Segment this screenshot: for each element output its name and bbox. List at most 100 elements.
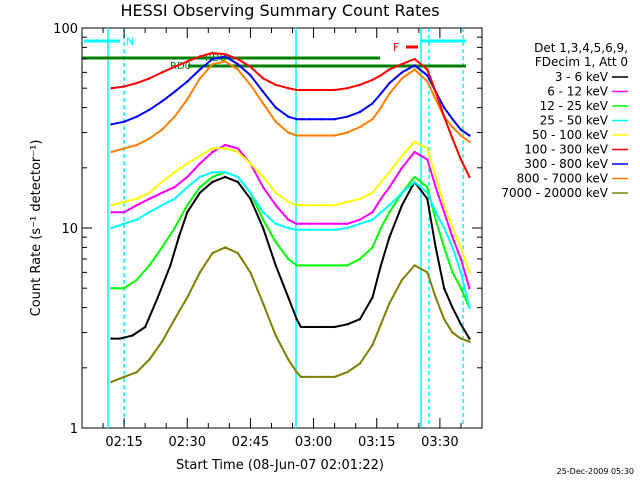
data-point — [249, 74, 252, 77]
data-point — [413, 150, 416, 154]
data-point — [198, 175, 202, 179]
data-point — [451, 236, 454, 239]
data-point — [379, 264, 383, 267]
flag-label: F — [393, 41, 399, 54]
data-point — [295, 228, 298, 231]
data-point — [295, 134, 298, 137]
data-point — [358, 362, 362, 365]
data-point — [110, 226, 113, 230]
data-point — [400, 154, 404, 157]
data-point — [160, 191, 164, 194]
data-point — [122, 200, 126, 204]
data-point — [295, 264, 298, 267]
data-point — [468, 134, 471, 137]
x-tick-label: 02:15 — [105, 435, 142, 450]
y-tick-label: 1 — [70, 422, 78, 437]
data-point — [148, 211, 151, 214]
data-point — [434, 175, 437, 179]
data-point — [358, 125, 362, 129]
data-point — [308, 204, 311, 207]
x-axis-label: Start Time (08-Jun-07 02:01:22) — [176, 458, 384, 473]
data-point — [236, 62, 239, 66]
legend: Det 1,3,4,5,6,9, FDecim 1, Att 0 3 - 6 k… — [501, 41, 628, 200]
data-point — [224, 60, 227, 63]
data-point — [333, 375, 336, 379]
data-point — [400, 191, 404, 194]
data-point — [287, 131, 290, 134]
data-point — [173, 90, 176, 94]
data-point — [346, 200, 349, 204]
data-point — [358, 222, 362, 225]
flag-label: N — [126, 35, 134, 48]
data-point — [160, 340, 164, 343]
data-point — [388, 171, 391, 174]
data-point — [426, 197, 429, 200]
data-point — [358, 83, 362, 87]
legend-entry-label: 7000 - 20000 keV — [501, 186, 608, 200]
data-point — [211, 147, 214, 150]
data-point — [295, 371, 298, 374]
data-point — [434, 218, 437, 221]
data-point — [371, 296, 374, 299]
data-point — [468, 340, 471, 343]
legend-header-line-1: Det 1,3,4,5,6,9, — [534, 41, 628, 55]
data-point — [186, 186, 189, 189]
data-point — [308, 325, 311, 329]
data-point — [320, 375, 324, 379]
data-point — [160, 71, 164, 74]
data-point — [148, 191, 151, 194]
data-point — [320, 88, 324, 92]
data-point — [299, 228, 303, 231]
data-point — [236, 150, 239, 154]
data-point — [110, 380, 113, 384]
data-point — [358, 110, 362, 114]
data-point — [468, 175, 471, 179]
data-point — [413, 57, 416, 61]
data-point — [144, 325, 147, 329]
data-point — [308, 222, 311, 225]
data-point — [400, 71, 404, 74]
data-point — [122, 287, 126, 290]
data-point — [426, 74, 429, 77]
data-point — [434, 186, 437, 189]
data-point — [295, 222, 298, 225]
data-point — [261, 77, 265, 80]
data-point — [333, 134, 336, 137]
data-point — [320, 325, 324, 329]
data-point — [379, 211, 383, 214]
data-point — [426, 186, 429, 189]
x-tick-label: 03:00 — [295, 435, 332, 450]
data-point — [261, 102, 265, 105]
data-point — [434, 246, 437, 249]
data-point — [388, 236, 391, 239]
data-point — [110, 204, 113, 207]
data-point — [299, 88, 303, 92]
data-point — [122, 375, 126, 379]
data-point — [160, 204, 164, 207]
data-point — [320, 228, 324, 231]
data-point — [346, 226, 349, 230]
data-point — [400, 278, 404, 282]
data-point — [400, 166, 404, 169]
data-point — [434, 211, 437, 214]
data-point — [442, 115, 446, 118]
data-point — [442, 204, 446, 207]
data-point — [198, 186, 202, 189]
data-point — [346, 131, 349, 134]
data-point — [186, 98, 189, 101]
data-point — [442, 211, 446, 214]
data-point — [287, 257, 290, 261]
data-point — [186, 175, 189, 179]
data-point — [451, 246, 454, 249]
data-point — [451, 118, 454, 121]
legend-entry-label: 25 - 50 keV — [540, 114, 609, 128]
data-point — [388, 302, 391, 305]
data-point — [333, 88, 336, 92]
data-point — [459, 246, 463, 249]
data-point — [122, 222, 126, 225]
data-point — [274, 264, 277, 267]
data-point — [249, 191, 252, 194]
data-point — [333, 222, 336, 225]
data-point — [468, 337, 471, 340]
